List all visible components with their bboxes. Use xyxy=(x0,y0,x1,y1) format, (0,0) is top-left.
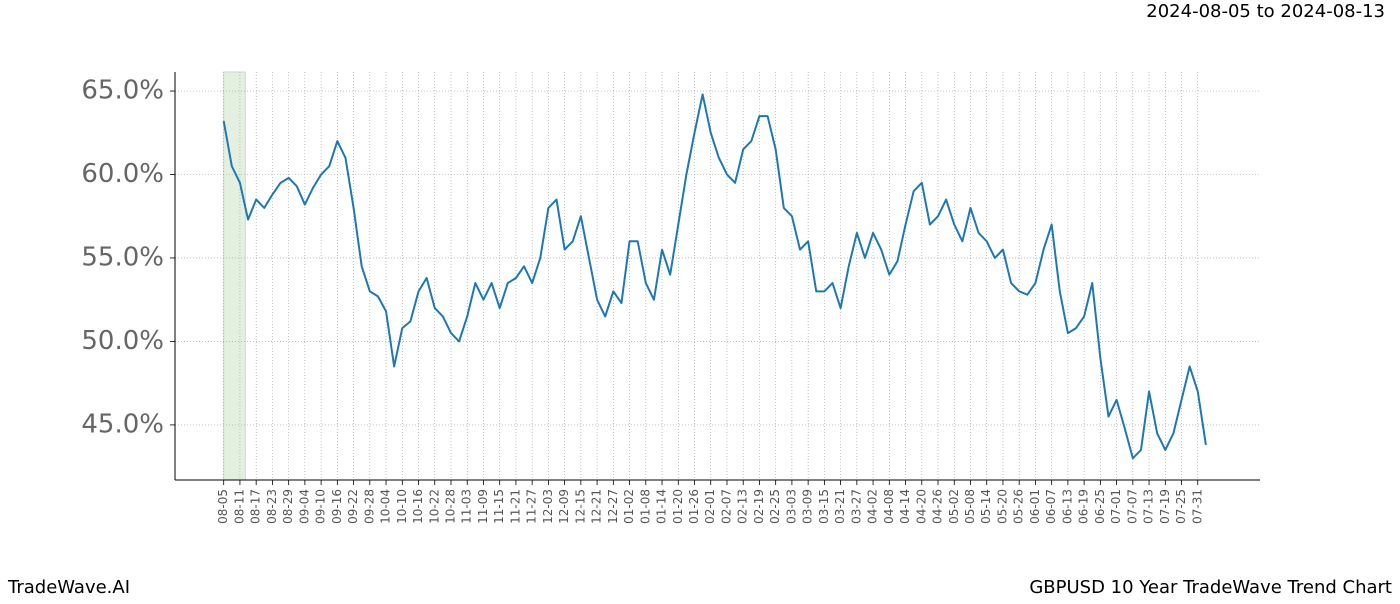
x-tick-label: 09-10 xyxy=(314,489,328,524)
y-tick-label: 60.0% xyxy=(81,159,164,189)
x-tick-label: 01-08 xyxy=(638,489,652,524)
x-tick-label: 12-27 xyxy=(606,489,620,524)
x-tick-label: 08-23 xyxy=(265,489,279,524)
x-tick-label: 09-16 xyxy=(330,489,344,524)
x-tick-label: 12-21 xyxy=(590,489,604,524)
x-tick-label: 04-02 xyxy=(866,489,880,524)
x-tick-label: 08-11 xyxy=(232,489,246,524)
x-tick-label: 07-31 xyxy=(1190,489,1204,524)
x-tick-label: 04-20 xyxy=(914,489,928,524)
x-tick-label: 09-28 xyxy=(362,489,376,524)
x-tick-label: 03-03 xyxy=(784,489,798,524)
x-tick-label: 05-02 xyxy=(947,489,961,524)
x-tick-label: 07-01 xyxy=(1109,489,1123,524)
footer-right: GBPUSD 10 Year TradeWave Trend Chart xyxy=(1029,577,1392,598)
footer-left: TradeWave.AI xyxy=(7,577,130,598)
x-tick-label: 11-15 xyxy=(492,489,506,524)
x-tick-label: 11-03 xyxy=(460,489,474,524)
x-tick-label: 01-14 xyxy=(655,489,669,524)
x-tick-label: 05-08 xyxy=(963,489,977,524)
x-tick-label: 09-22 xyxy=(346,489,360,524)
y-tick-label: 65.0% xyxy=(81,76,164,106)
x-tick-label: 06-19 xyxy=(1077,489,1091,524)
x-tick-label: 04-08 xyxy=(882,489,896,524)
x-tick-label: 02-01 xyxy=(703,489,717,524)
x-tick-label: 06-25 xyxy=(1093,489,1107,524)
x-tick-label: 09-04 xyxy=(297,489,311,524)
x-tick-label: 02-13 xyxy=(736,489,750,524)
x-tick-label: 04-26 xyxy=(931,489,945,524)
x-tick-label: 11-21 xyxy=(508,489,522,524)
x-tick-label: 10-28 xyxy=(443,489,457,524)
series-line xyxy=(222,93,1207,460)
x-tick-label: 07-13 xyxy=(1142,489,1156,524)
x-tick-label: 07-25 xyxy=(1174,489,1188,524)
x-tick-label: 03-09 xyxy=(801,489,815,524)
x-tick-label: 02-19 xyxy=(752,489,766,524)
x-tick-label: 07-19 xyxy=(1158,489,1172,524)
x-tick-label: 12-03 xyxy=(541,489,555,524)
x-tick-label: 06-13 xyxy=(1060,489,1074,524)
x-tick-label: 10-22 xyxy=(427,489,441,524)
x-tick-label: 11-09 xyxy=(476,489,490,524)
x-tick-label: 06-07 xyxy=(1044,489,1058,524)
x-tick-label: 02-07 xyxy=(719,489,733,524)
x-tick-label: 03-15 xyxy=(817,489,831,524)
highlight-band xyxy=(223,71,246,481)
x-tick-label: 07-07 xyxy=(1125,489,1139,524)
x-tick-label: 12-15 xyxy=(573,489,587,524)
x-tick-label: 03-21 xyxy=(833,489,847,524)
x-tick-label: 05-14 xyxy=(979,489,993,524)
x-tick-label: 08-29 xyxy=(281,489,295,524)
x-tick-label: 12-09 xyxy=(557,489,571,524)
x-tick-label: 11-27 xyxy=(525,489,539,524)
x-tick-label: 04-14 xyxy=(898,489,912,524)
x-tick-label: 06-01 xyxy=(1028,489,1042,524)
x-tick-label: 05-20 xyxy=(995,489,1009,524)
x-tick-label: 10-16 xyxy=(411,489,425,524)
x-tick-label: 08-17 xyxy=(249,489,263,524)
y-tick-label: 45.0% xyxy=(81,409,164,439)
x-tick-label: 08-05 xyxy=(216,489,230,524)
x-tick-label: 10-04 xyxy=(379,489,393,524)
x-tick-label: 02-25 xyxy=(768,489,782,524)
x-tick-label: 03-27 xyxy=(849,489,863,524)
y-tick-label: 50.0% xyxy=(81,326,164,356)
x-tick-label: 01-26 xyxy=(687,489,701,524)
y-tick-label: 55.0% xyxy=(81,242,164,272)
x-tick-label: 01-02 xyxy=(622,489,636,524)
x-tick-label: 10-10 xyxy=(395,489,409,524)
x-tick-label: 05-26 xyxy=(1012,489,1026,524)
chart-subtitle: 2024-08-05 to 2024-08-13 xyxy=(1146,1,1385,22)
x-tick-label: 01-20 xyxy=(671,489,685,524)
